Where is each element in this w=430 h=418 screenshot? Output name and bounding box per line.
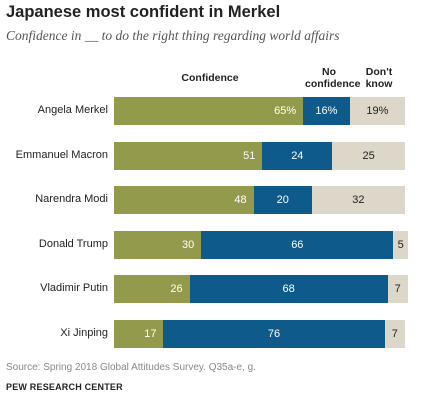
bar-no-confidence <box>189 275 388 303</box>
chart-subtitle: Confidence in __ to do the right thing r… <box>6 28 340 43</box>
value-label-dont-know: 19% <box>366 105 389 117</box>
value-label-dont-know: 7 <box>394 283 401 295</box>
value-label-confidence: 51 <box>243 149 256 162</box>
bar-confidence <box>114 230 202 259</box>
legend-dont-know: Don't know <box>365 66 393 90</box>
bar-confidence <box>114 319 164 348</box>
value-label-confidence: 26 <box>170 283 183 295</box>
category-label: Xi Jinping <box>60 326 108 339</box>
bar-dont-know <box>349 97 405 125</box>
legend-no-confidence: No confidence <box>305 66 361 90</box>
chart-title: Japanese most confident in Merkel <box>6 3 281 21</box>
value-label-dont-know: 25 <box>362 149 375 162</box>
value-label-no-confidence: 66 <box>291 238 304 251</box>
bar-dont-know <box>384 319 405 348</box>
category-label: Narendra Modi <box>35 193 108 205</box>
value-label-no-confidence: 24 <box>291 149 304 162</box>
bar-dont-know <box>387 275 408 303</box>
bar-confidence <box>114 275 190 303</box>
bar-no-confidence <box>201 230 394 259</box>
bar-confidence <box>114 186 254 214</box>
value-label-no-confidence: 68 <box>282 283 295 295</box>
bar-dont-know <box>311 186 405 214</box>
bar-dont-know <box>393 230 408 259</box>
organization-name: PEW RESEARCH CENTER <box>6 382 123 392</box>
value-label-no-confidence: 20 <box>276 194 289 206</box>
bar-no-confidence <box>253 186 312 214</box>
category-label: Vladimir Putin <box>40 282 108 294</box>
legend-confidence: Confidence <box>181 72 239 84</box>
bar-no-confidence <box>163 319 385 348</box>
value-label-dont-know: 7 <box>391 327 398 340</box>
category-label: Emmanuel Macron <box>15 148 108 161</box>
category-label: Angela Merkel <box>37 104 108 116</box>
value-label-confidence: 48 <box>234 194 247 206</box>
category-label: Donald Trump <box>38 237 108 250</box>
bar-no-confidence <box>262 141 333 170</box>
value-label-confidence: 30 <box>182 238 195 251</box>
bar-confidence <box>114 141 263 170</box>
value-label-dont-know: 32 <box>352 194 365 206</box>
bar-confidence <box>114 97 304 125</box>
value-label-dont-know: 5 <box>397 238 404 251</box>
value-label-confidence: 17 <box>144 327 157 340</box>
value-label-confidence: 65% <box>274 105 297 117</box>
value-label-no-confidence: 76 <box>267 327 281 340</box>
value-label-no-confidence: 16% <box>315 105 338 117</box>
bar-no-confidence <box>303 97 350 125</box>
bar-dont-know <box>332 141 405 170</box>
source-note: Source: Spring 2018 Global Attitudes Sur… <box>6 362 256 373</box>
